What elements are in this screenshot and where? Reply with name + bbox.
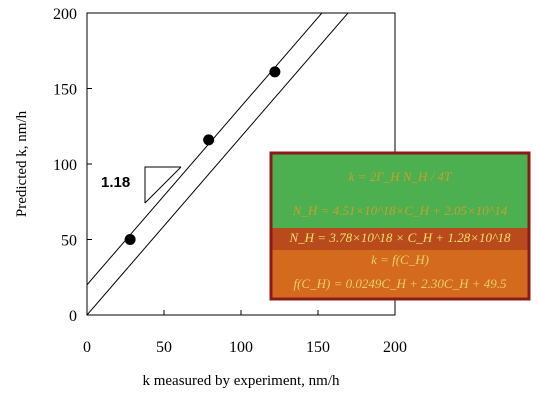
fit-lines xyxy=(87,13,349,315)
slope-annotation: 1.18 xyxy=(101,166,182,204)
y-axis: 0 50 100 150 200 xyxy=(53,6,92,325)
equation-5: f(C_H) = 0.0249C_H + 2.30C_H + 49.5 xyxy=(293,276,507,291)
x-axis-title: k measured by experiment, nm/h xyxy=(142,373,340,389)
equation-4: k = f(C_H) xyxy=(371,252,429,267)
x-tick-label: 100 xyxy=(229,339,253,356)
y-tick-label: 150 xyxy=(53,82,77,99)
equation-1: k = 2Γ_H N_H / 4T xyxy=(349,169,452,184)
equation-inset: k = 2Γ_H N_H / 4T N_H = 4.51×10^18×C_H +… xyxy=(269,151,531,301)
equation-2: N_H = 4.51×10^18×C_H + 2.05×10^14 xyxy=(292,203,508,218)
inset-dark-band xyxy=(271,228,529,250)
equation-3: N_H = 3.78×10^18 × C_H + 1.28×10^18 xyxy=(289,230,511,245)
data-points xyxy=(124,66,281,245)
data-point xyxy=(269,66,281,78)
x-tick-label: 50 xyxy=(156,339,172,356)
inset-green-band xyxy=(271,153,529,228)
x-tick-label: 200 xyxy=(383,339,407,356)
y-axis-title: Predicted k, nm/h xyxy=(14,110,30,217)
x-tick-label: 150 xyxy=(306,339,330,356)
fit-line xyxy=(87,13,323,286)
x-tick-label: 0 xyxy=(83,339,91,356)
slope-triangle xyxy=(144,166,181,203)
x-axis: 0 50 100 150 200 xyxy=(83,310,407,356)
slope-triangle-hyp xyxy=(144,166,182,204)
fit-line xyxy=(87,13,349,315)
data-point xyxy=(203,134,215,146)
y-tick-label: 100 xyxy=(53,157,77,174)
data-point xyxy=(124,234,136,245)
slope-label: 1.18 xyxy=(101,174,130,191)
y-tick-label: 50 xyxy=(61,233,77,250)
y-tick-label: 200 xyxy=(53,6,77,23)
y-tick-label: 0 xyxy=(69,308,77,325)
inset-border xyxy=(269,151,531,301)
